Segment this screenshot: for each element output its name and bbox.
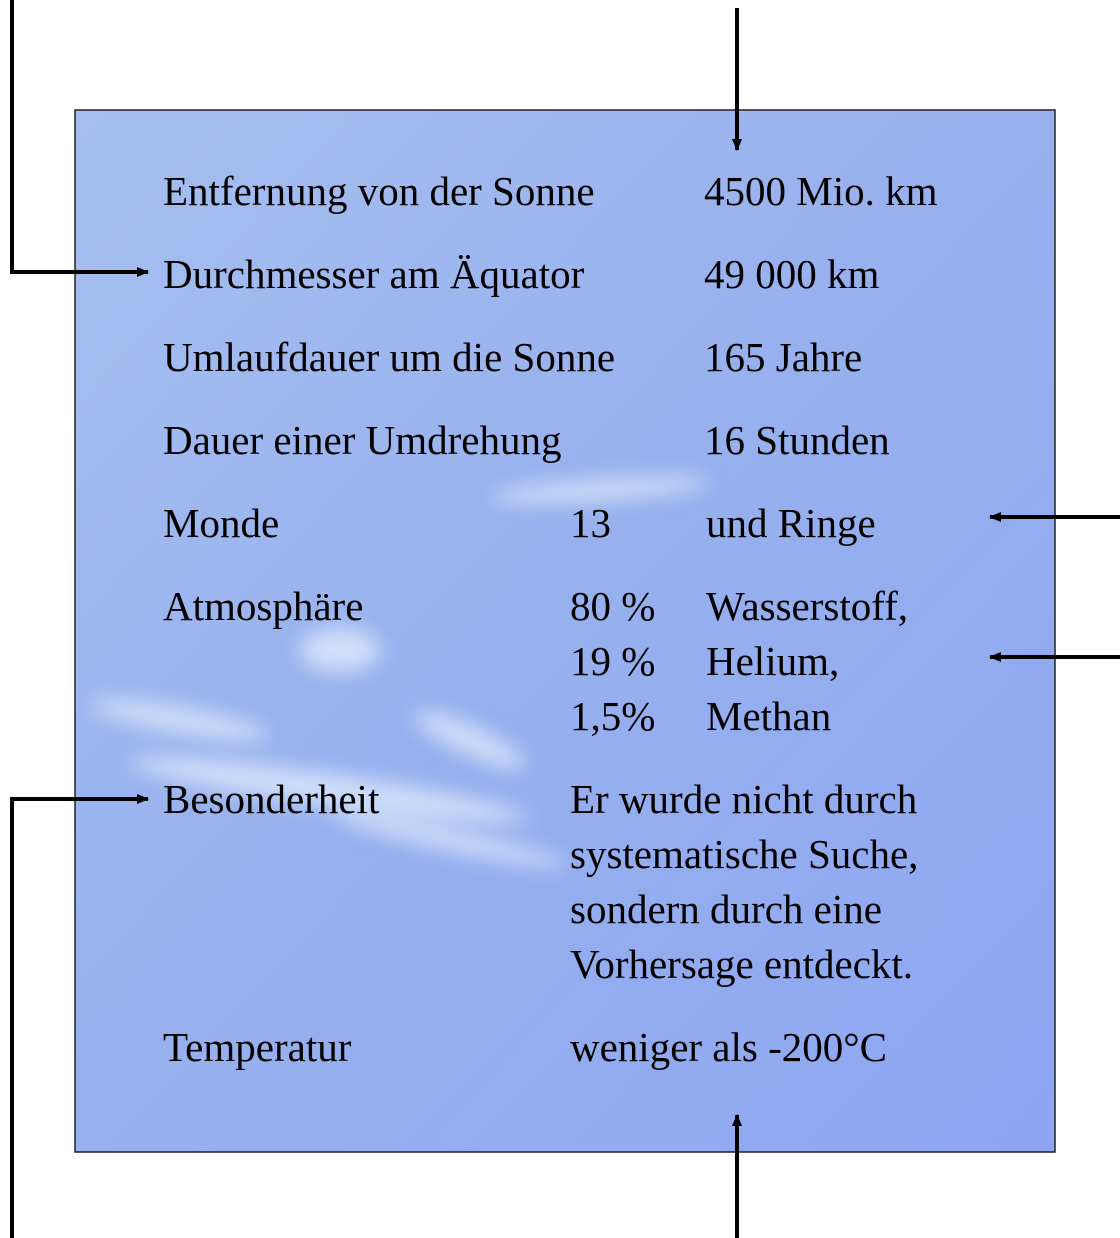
row-value: 16 Stunden bbox=[704, 417, 890, 463]
row-label: Besonderheit bbox=[163, 776, 380, 822]
row-text-line: Vorhersage entdeckt. bbox=[570, 941, 913, 987]
gas-share: 1,5% bbox=[570, 693, 655, 739]
row-label: Dauer einer Umdrehung bbox=[163, 417, 561, 463]
gas-share: 19 % bbox=[570, 638, 655, 684]
gas-name: Wasserstoff, bbox=[706, 583, 908, 629]
row-label: Temperatur bbox=[163, 1024, 352, 1070]
row-label: Atmosphäre bbox=[163, 583, 363, 629]
row-note: und Ringe bbox=[706, 500, 876, 546]
row-value: weniger als -200°C bbox=[570, 1024, 887, 1070]
row-text-line: sondern durch eine bbox=[570, 886, 882, 932]
row-label: Durchmesser am Äquator bbox=[163, 251, 585, 297]
page: Entfernung von der Sonne 4500 Mio. km Du… bbox=[0, 0, 1120, 1238]
row-label: Monde bbox=[163, 500, 279, 546]
gas-name: Methan bbox=[706, 693, 831, 739]
gas-name: Helium, bbox=[706, 638, 839, 684]
row-text-line: systematische Suche, bbox=[570, 831, 918, 877]
row-value: 13 bbox=[570, 500, 611, 546]
row-label: Entfernung von der Sonne bbox=[163, 168, 595, 214]
row-value: 4500 Mio. km bbox=[704, 168, 938, 214]
row-value: 165 Jahre bbox=[704, 334, 862, 380]
row-text-line: Er wurde nicht durch bbox=[570, 776, 917, 822]
row-label: Umlaufdauer um die Sonne bbox=[163, 334, 615, 380]
row-value: 49 000 km bbox=[704, 251, 880, 297]
gas-share: 80 % bbox=[570, 583, 655, 629]
